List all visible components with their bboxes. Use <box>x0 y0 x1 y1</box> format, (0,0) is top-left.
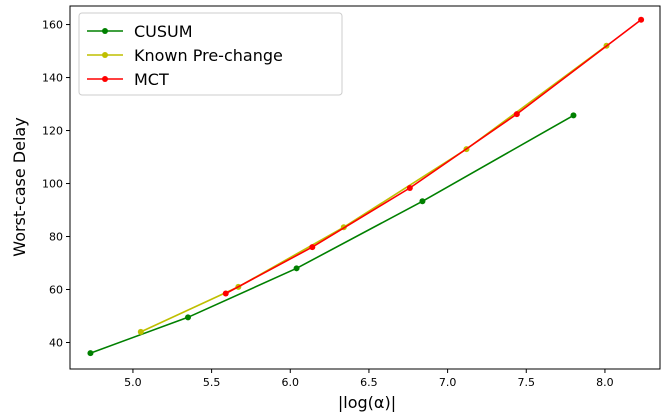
data-point-mct <box>222 290 229 297</box>
legend: CUSUM Known Pre-change MCT <box>78 12 343 96</box>
y-axis-label: Worst-case Delay <box>10 117 29 256</box>
y-tick-label: 160 <box>42 19 63 32</box>
x-tick-label: 7.0 <box>439 376 457 389</box>
y-tick-label: 100 <box>42 178 63 191</box>
legend-label-mct: MCT <box>134 70 169 89</box>
data-point-cusum <box>87 350 94 357</box>
y-axis-ticks: 40 60 80 100 120 140 160 <box>42 19 70 350</box>
legend-label-known-pre-change: Known Pre-change <box>134 46 283 65</box>
data-point-mct <box>513 111 520 118</box>
data-point-mct <box>309 244 316 251</box>
data-point-cusum <box>570 112 577 119</box>
legend-marker-known-pre-change <box>102 52 108 58</box>
x-tick-label: 5.5 <box>203 376 221 389</box>
data-point-cusum <box>185 314 191 321</box>
y-tick-label: 40 <box>49 337 63 350</box>
data-point-mct <box>406 185 413 192</box>
legend-marker-cusum <box>102 28 108 34</box>
legend-marker-mct <box>102 76 108 82</box>
x-tick-label: 6.0 <box>282 376 300 389</box>
data-point-cusum <box>293 265 300 272</box>
x-axis-label: |log(α)| <box>338 393 396 412</box>
y-tick-label: 80 <box>49 231 63 244</box>
x-tick-label: 5.0 <box>124 376 142 389</box>
y-tick-label: 60 <box>49 284 63 297</box>
series-layer <box>87 16 645 357</box>
x-tick-label: 6.5 <box>360 376 378 389</box>
y-tick-label: 140 <box>42 72 63 85</box>
data-point-known-pre-change <box>137 328 144 335</box>
y-tick-label: 120 <box>42 125 63 138</box>
x-axis-ticks: 5.0 5.5 6.0 6.5 7.0 7.5 8.0 <box>124 369 614 389</box>
data-point-cusum <box>419 198 426 205</box>
x-tick-label: 8.0 <box>596 376 614 389</box>
legend-label-cusum: CUSUM <box>134 22 193 41</box>
data-point-mct <box>638 16 645 23</box>
legend-box <box>78 12 343 96</box>
x-tick-label: 7.5 <box>518 376 536 389</box>
plot-frame <box>69 5 661 370</box>
